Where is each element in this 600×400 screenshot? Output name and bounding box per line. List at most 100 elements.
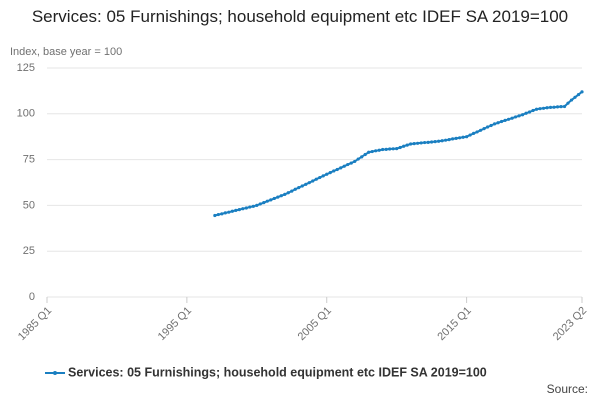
data-point <box>559 105 563 109</box>
data-point <box>283 192 287 197</box>
data-point <box>223 211 227 215</box>
data-point <box>360 155 364 159</box>
data-point <box>216 212 220 217</box>
data-point <box>384 147 388 151</box>
y-axis-label: Index, base year = 100 <box>10 46 122 58</box>
series-line <box>214 91 583 217</box>
data-point <box>328 171 332 175</box>
data-point <box>426 140 430 144</box>
x-tick-label: 2005 Q1 <box>296 305 334 343</box>
data-point <box>499 119 504 124</box>
data-point <box>402 144 406 148</box>
data-point <box>262 201 266 205</box>
data-point <box>398 145 402 150</box>
data-point <box>258 202 262 206</box>
data-point <box>423 140 427 145</box>
data-point <box>314 177 318 181</box>
data-point <box>520 113 525 117</box>
data-point <box>437 139 441 143</box>
data-point <box>335 167 339 172</box>
data-point <box>517 114 521 118</box>
data-point <box>566 101 570 105</box>
data-point <box>325 172 329 176</box>
data-point <box>465 135 469 139</box>
legend-label: Services: 05 Furnishings; household equi… <box>68 365 487 379</box>
data-point <box>342 164 346 168</box>
data-point <box>454 136 458 140</box>
y-tick-label: 100 <box>17 108 35 120</box>
data-point <box>304 182 308 186</box>
y-tick-label: 0 <box>29 291 35 303</box>
data-point <box>405 143 409 147</box>
data-point <box>552 105 556 109</box>
y-tick-label: 75 <box>23 154 35 166</box>
data-point <box>545 106 549 110</box>
data-point <box>307 181 311 185</box>
source: Source: <box>547 382 588 396</box>
data-point <box>503 118 507 122</box>
y-tick-label: 125 <box>17 62 35 74</box>
data-point <box>367 150 371 154</box>
data-point <box>230 209 234 213</box>
data-point <box>244 206 248 210</box>
data-point <box>472 131 476 136</box>
data-point <box>391 147 395 151</box>
data-point <box>395 147 399 151</box>
data-point <box>321 174 325 178</box>
data-point <box>485 125 490 129</box>
data-point <box>276 195 280 199</box>
data-point <box>440 139 444 143</box>
data-point <box>332 169 336 173</box>
data-point <box>461 135 465 139</box>
data-point <box>419 141 423 145</box>
data-point <box>451 137 455 141</box>
data-point <box>482 127 486 131</box>
data-point <box>458 136 462 140</box>
data-point <box>356 157 360 161</box>
data-point <box>388 147 392 151</box>
data-point <box>538 107 542 111</box>
data-point <box>492 122 497 126</box>
data-point <box>576 92 581 97</box>
y-tick-label: 50 <box>23 199 35 211</box>
data-point <box>496 121 500 125</box>
data-point <box>269 198 273 202</box>
data-point <box>468 133 472 137</box>
data-point <box>531 108 535 113</box>
x-tick-label: 1995 Q1 <box>156 305 194 343</box>
data-point <box>300 184 304 188</box>
data-point <box>475 130 479 134</box>
data-point <box>339 166 343 170</box>
data-point <box>297 186 301 190</box>
x-tick-label: 2023 Q2 <box>551 305 589 343</box>
data-point <box>251 204 255 208</box>
data-point <box>527 110 532 114</box>
data-point <box>318 175 322 180</box>
data-point <box>433 140 437 144</box>
data-point <box>510 116 514 120</box>
data-point <box>374 149 378 153</box>
x-tick-label: 2015 Q1 <box>435 305 473 343</box>
data-point <box>293 187 297 191</box>
data-point <box>444 138 448 142</box>
data-point <box>353 159 357 164</box>
data-point <box>237 208 241 212</box>
data-point <box>248 205 252 209</box>
data-point <box>416 141 420 145</box>
data-point <box>272 196 276 201</box>
chart-title: Services: 05 Furnishings; household equi… <box>31 7 569 26</box>
data-point <box>349 161 353 165</box>
data-point <box>311 179 315 183</box>
data-point <box>573 95 577 99</box>
data-point <box>580 90 584 94</box>
data-point <box>562 104 567 109</box>
data-point <box>534 107 539 111</box>
data-point <box>227 210 231 214</box>
data-point <box>478 128 483 132</box>
data-point <box>513 115 518 119</box>
data-point <box>447 138 451 142</box>
y-tick-label: 25 <box>23 245 35 257</box>
data-point <box>279 194 283 198</box>
